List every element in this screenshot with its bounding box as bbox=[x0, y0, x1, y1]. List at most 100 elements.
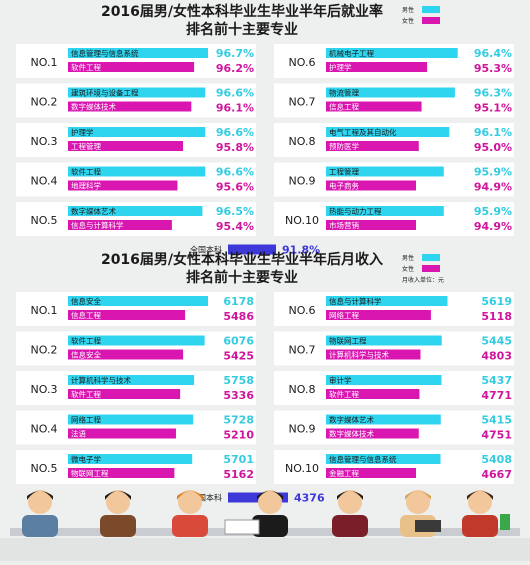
female-value: 95.3% bbox=[474, 62, 512, 75]
female-major-label: 计算机科学与技术 bbox=[329, 350, 389, 360]
person-hair bbox=[337, 491, 363, 500]
male-major-label: 微电子学 bbox=[71, 454, 101, 464]
person-hair bbox=[467, 491, 493, 500]
male-bar bbox=[68, 414, 194, 425]
male-value: 6178 bbox=[223, 295, 254, 308]
legend-female-label: 女性 bbox=[402, 265, 414, 273]
rank-label: NO.10 bbox=[285, 462, 319, 475]
footer-illustration bbox=[0, 490, 530, 561]
male-major-label: 信息管理与信息系统 bbox=[329, 454, 397, 464]
rank-label: NO.5 bbox=[31, 462, 58, 475]
male-bar bbox=[68, 166, 206, 177]
legend-male-swatch bbox=[422, 6, 440, 13]
total-value: 4376 bbox=[294, 492, 325, 505]
rank-label: NO.8 bbox=[289, 383, 316, 396]
female-value: 5336 bbox=[223, 389, 254, 402]
male-major-label: 信息管理与信息系统 bbox=[71, 48, 139, 58]
rank-label: NO.7 bbox=[289, 344, 316, 357]
legend-male-label: 男性 bbox=[402, 6, 414, 14]
male-bar bbox=[326, 375, 442, 385]
female-bar bbox=[68, 62, 195, 72]
chart-subtitle: 排名前十主要专业 bbox=[186, 269, 298, 286]
person-body bbox=[252, 515, 288, 537]
male-major-label: 网络工程 bbox=[71, 415, 101, 425]
female-major-label: 预防医学 bbox=[329, 141, 359, 151]
female-bar bbox=[68, 349, 184, 360]
person-head bbox=[406, 490, 430, 514]
person-head bbox=[106, 490, 130, 514]
rank-label: NO.4 bbox=[31, 423, 58, 436]
male-value: 5437 bbox=[481, 374, 512, 387]
female-value: 95.1% bbox=[474, 102, 512, 115]
male-value: 5445 bbox=[481, 335, 512, 348]
male-bar bbox=[326, 87, 455, 98]
male-major-label: 审计学 bbox=[329, 375, 352, 385]
person-hair bbox=[405, 491, 431, 500]
female-major-label: 护理学 bbox=[329, 62, 352, 72]
person-head bbox=[468, 490, 492, 514]
rank-label: NO.10 bbox=[285, 214, 319, 227]
chart-subtitle: 排名前十主要专业 bbox=[186, 21, 298, 38]
female-bar bbox=[68, 220, 172, 230]
female-major-label: 信息工程 bbox=[329, 102, 359, 112]
female-major-label: 软件工程 bbox=[71, 389, 101, 399]
male-major-label: 软件工程 bbox=[71, 167, 101, 177]
female-major-label: 物联网工程 bbox=[71, 468, 109, 478]
female-value: 95.0% bbox=[474, 141, 512, 154]
female-major-label: 软件工程 bbox=[329, 389, 359, 399]
rank-label: NO.1 bbox=[31, 56, 58, 69]
rank-label: NO.9 bbox=[289, 175, 316, 188]
female-bar bbox=[68, 180, 178, 191]
male-value: 96.1% bbox=[474, 126, 512, 139]
female-bar bbox=[68, 389, 181, 399]
person-body bbox=[332, 515, 368, 537]
male-major-label: 信息与计算科学 bbox=[329, 296, 382, 306]
male-value: 96.7% bbox=[216, 47, 254, 60]
male-major-label: 数字媒体艺术 bbox=[71, 206, 116, 216]
male-value: 5701 bbox=[223, 453, 254, 466]
male-major-label: 计算机科学与技术 bbox=[71, 375, 131, 385]
male-major-label: 护理学 bbox=[71, 127, 94, 137]
male-bar bbox=[68, 454, 193, 464]
person-head bbox=[338, 490, 362, 514]
male-bar bbox=[68, 127, 206, 137]
female-major-label: 市场营销 bbox=[329, 220, 359, 230]
female-major-label: 地理科学 bbox=[71, 181, 101, 191]
female-major-label: 工程管理 bbox=[71, 141, 101, 151]
male-value: 5758 bbox=[223, 374, 254, 387]
rank-label: NO.2 bbox=[31, 96, 58, 109]
male-value: 5408 bbox=[481, 453, 512, 466]
legend-female-label: 女性 bbox=[402, 17, 414, 25]
male-bar bbox=[68, 335, 205, 346]
female-bar bbox=[68, 101, 192, 112]
rank-label: NO.6 bbox=[289, 56, 316, 69]
male-value: 5619 bbox=[481, 295, 512, 308]
total-value: 91.8% bbox=[282, 244, 320, 257]
person-head bbox=[28, 490, 52, 514]
male-major-label: 信息安全 bbox=[71, 296, 101, 306]
female-bar bbox=[326, 101, 422, 112]
legend-female-swatch bbox=[422, 265, 440, 272]
male-value: 96.5% bbox=[216, 205, 254, 218]
female-value: 96.1% bbox=[216, 102, 254, 115]
person-body bbox=[22, 515, 58, 537]
female-bar bbox=[68, 428, 176, 439]
female-bar bbox=[326, 428, 419, 439]
female-major-label: 数字媒体技术 bbox=[71, 102, 116, 112]
rank-label: NO.7 bbox=[289, 96, 316, 109]
rank-label: NO.1 bbox=[31, 304, 58, 317]
total-bar bbox=[228, 244, 276, 255]
rank-label: NO.5 bbox=[31, 214, 58, 227]
legend-female-swatch bbox=[422, 17, 440, 24]
female-bar bbox=[326, 349, 421, 360]
male-bar bbox=[68, 296, 208, 306]
rank-label: NO.9 bbox=[289, 423, 316, 436]
legend-unit: 月收入单位：元 bbox=[402, 276, 444, 284]
male-major-label: 软件工程 bbox=[71, 336, 101, 346]
rank-label: NO.3 bbox=[31, 135, 58, 148]
male-bar bbox=[326, 166, 444, 177]
female-major-label: 信息与计算科学 bbox=[71, 220, 124, 230]
